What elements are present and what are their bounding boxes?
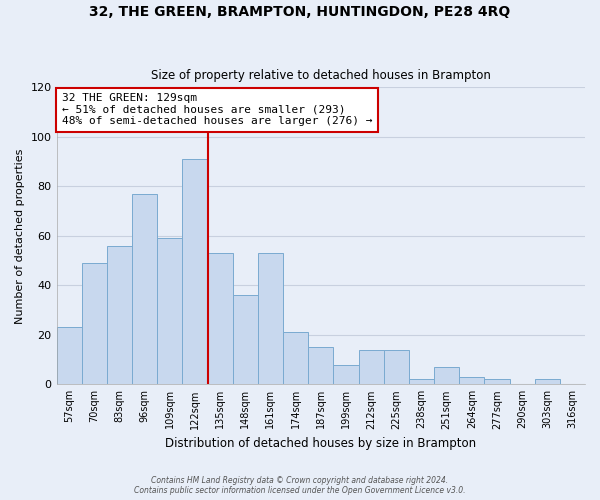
Bar (56, 328, 82, 384)
Bar (107, 246, 132, 384)
Text: 32, THE GREEN, BRAMPTON, HUNTINGDON, PE28 4RQ: 32, THE GREEN, BRAMPTON, HUNTINGDON, PE2… (89, 5, 511, 19)
Bar (182, 159, 208, 384)
Text: Contains HM Land Registry data © Crown copyright and database right 2024.
Contai: Contains HM Land Registry data © Crown c… (134, 476, 466, 495)
Bar (132, 194, 157, 384)
Y-axis label: Number of detached properties: Number of detached properties (15, 148, 25, 324)
X-axis label: Distribution of detached houses by size in Brampton: Distribution of detached houses by size … (165, 437, 476, 450)
Bar (434, 367, 459, 384)
Title: Size of property relative to detached houses in Brampton: Size of property relative to detached ho… (151, 69, 491, 82)
Bar (258, 253, 283, 384)
Bar (308, 347, 334, 385)
Bar (283, 332, 308, 384)
Bar (484, 380, 509, 384)
Bar (208, 253, 233, 384)
Bar (359, 350, 383, 384)
Bar (383, 350, 409, 384)
Text: 32 THE GREEN: 129sqm
← 51% of detached houses are smaller (293)
48% of semi-deta: 32 THE GREEN: 129sqm ← 51% of detached h… (62, 94, 373, 126)
Bar (535, 380, 560, 384)
Bar (409, 380, 434, 384)
Bar (157, 238, 182, 384)
Bar (233, 295, 258, 384)
Bar (82, 263, 107, 384)
Bar (459, 377, 484, 384)
Bar (334, 364, 359, 384)
